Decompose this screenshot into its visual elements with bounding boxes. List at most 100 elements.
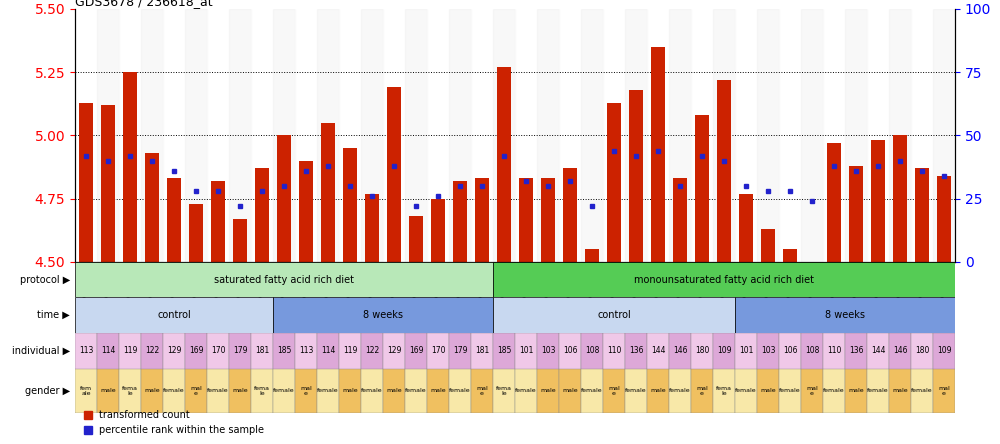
Bar	[581, 369, 603, 413]
Bar	[233, 219, 247, 262]
Bar	[365, 194, 379, 262]
Text: 144: 144	[651, 346, 665, 355]
Bar	[845, 369, 867, 413]
Bar	[563, 168, 577, 262]
Text: 146: 146	[893, 346, 907, 355]
Text: 108: 108	[585, 346, 599, 355]
Bar	[911, 9, 933, 262]
Bar	[537, 9, 559, 262]
Bar	[497, 67, 511, 262]
Bar	[559, 9, 581, 262]
Bar	[933, 333, 955, 369]
Bar	[119, 333, 141, 369]
Text: time ▶: time ▶	[37, 310, 70, 320]
Text: 8 weeks: 8 weeks	[363, 310, 403, 320]
Bar	[691, 369, 713, 413]
Bar	[79, 103, 93, 262]
Text: fem
ale: fem ale	[80, 386, 92, 396]
Bar	[607, 103, 621, 262]
Bar	[163, 369, 185, 413]
Text: female: female	[207, 388, 229, 393]
Text: saturated fatty acid rich diet: saturated fatty acid rich diet	[214, 275, 354, 285]
Bar	[207, 9, 229, 262]
Bar	[669, 333, 691, 369]
Text: male: male	[342, 388, 358, 393]
Bar	[251, 333, 273, 369]
Text: female: female	[515, 388, 537, 393]
Bar	[695, 115, 709, 262]
Bar	[889, 333, 911, 369]
Bar	[317, 9, 339, 262]
Text: 181: 181	[255, 346, 269, 355]
Bar	[343, 148, 357, 262]
Bar	[823, 369, 845, 413]
Bar	[383, 369, 405, 413]
Bar	[97, 369, 119, 413]
Bar	[163, 333, 185, 369]
Text: female: female	[669, 388, 691, 393]
Bar	[581, 9, 603, 262]
Text: mal
e: mal e	[190, 386, 202, 396]
Bar	[801, 369, 823, 413]
Bar	[647, 369, 669, 413]
Text: 179: 179	[453, 346, 467, 355]
Text: 129: 129	[167, 346, 181, 355]
Text: 129: 129	[387, 346, 401, 355]
Bar	[321, 123, 335, 262]
Text: 110: 110	[827, 346, 841, 355]
Text: female: female	[911, 388, 933, 393]
Bar	[167, 178, 181, 262]
Text: 106: 106	[783, 346, 797, 355]
Bar	[673, 178, 687, 262]
Text: fema
le: fema le	[716, 386, 732, 396]
Bar	[515, 369, 537, 413]
Bar	[647, 9, 669, 262]
Bar	[207, 369, 229, 413]
Bar	[845, 9, 867, 262]
Bar	[801, 9, 823, 262]
Bar	[735, 9, 757, 262]
Bar	[229, 369, 251, 413]
Text: 101: 101	[739, 346, 753, 355]
Bar	[651, 47, 665, 262]
Text: female: female	[581, 388, 603, 393]
Bar	[717, 80, 731, 262]
Bar	[97, 9, 119, 262]
Text: protocol ▶: protocol ▶	[20, 275, 70, 285]
Bar	[845, 333, 867, 369]
Bar	[317, 369, 339, 413]
Text: 169: 169	[409, 346, 423, 355]
Bar	[251, 9, 273, 262]
Bar	[823, 9, 845, 262]
Bar	[493, 333, 515, 369]
Bar	[889, 9, 911, 262]
Bar	[559, 369, 581, 413]
Text: 109: 109	[937, 346, 951, 355]
Text: male: male	[144, 388, 160, 393]
Bar	[735, 333, 757, 369]
Bar	[471, 9, 493, 262]
Bar	[229, 9, 251, 262]
Bar	[409, 216, 423, 262]
Text: GDS3678 / 236618_at: GDS3678 / 236618_at	[75, 0, 213, 8]
Bar	[123, 72, 137, 262]
Bar	[405, 369, 427, 413]
Legend: transformed count, percentile rank within the sample: transformed count, percentile rank withi…	[80, 407, 268, 439]
Bar	[449, 369, 471, 413]
Bar	[431, 198, 445, 262]
Text: mal
e: mal e	[476, 386, 488, 396]
Text: male: male	[430, 388, 446, 393]
Bar	[735, 369, 757, 413]
Text: fema
le: fema le	[122, 386, 138, 396]
Text: female: female	[163, 388, 185, 393]
Bar	[537, 333, 559, 369]
Bar	[97, 333, 119, 369]
Text: fema
le: fema le	[254, 386, 270, 396]
Bar	[691, 333, 713, 369]
Text: female: female	[625, 388, 647, 393]
Bar	[361, 369, 383, 413]
Bar	[449, 333, 471, 369]
Bar	[273, 333, 295, 369]
Bar	[867, 333, 889, 369]
Bar	[761, 229, 775, 262]
